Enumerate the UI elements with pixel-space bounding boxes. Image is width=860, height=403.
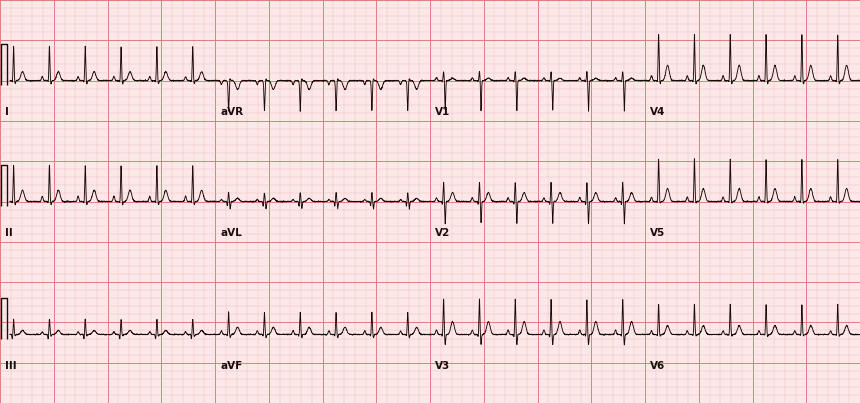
Text: V2: V2	[435, 228, 451, 238]
Text: V3: V3	[435, 361, 451, 371]
Text: II: II	[5, 228, 13, 238]
Text: V6: V6	[650, 361, 666, 371]
Text: V4: V4	[650, 107, 666, 117]
Text: aVF: aVF	[220, 361, 243, 371]
Text: III: III	[5, 361, 17, 371]
Text: V1: V1	[435, 107, 451, 117]
Text: V5: V5	[650, 228, 666, 238]
Text: aVL: aVL	[220, 228, 242, 238]
Text: I: I	[5, 107, 9, 117]
Text: aVR: aVR	[220, 107, 243, 117]
